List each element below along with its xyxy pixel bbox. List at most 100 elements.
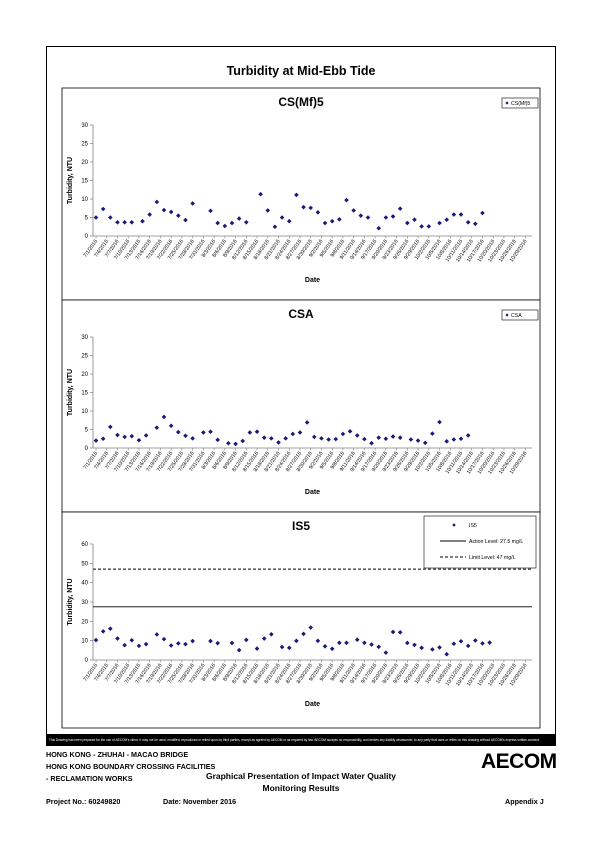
y-tick-label: 5 xyxy=(85,428,89,434)
data-point xyxy=(258,191,263,197)
data-point xyxy=(412,217,417,223)
legend-box xyxy=(501,309,539,321)
data-point xyxy=(405,640,410,646)
data-point xyxy=(444,217,449,223)
data-point xyxy=(290,431,296,437)
data-point xyxy=(243,220,249,225)
data-point xyxy=(294,192,299,198)
data-point xyxy=(93,438,99,443)
data-point xyxy=(115,636,120,641)
drawing-date: Date: November 2016 xyxy=(163,797,237,806)
data-point xyxy=(272,224,278,230)
y-axis-label: Turbidity, NTU xyxy=(67,578,74,625)
y-axis-label: Turbidity, NTU xyxy=(67,157,74,204)
data-point xyxy=(383,436,389,442)
y-tick-label: 60 xyxy=(81,542,88,548)
y-tick-label: 20 xyxy=(81,372,88,378)
data-point xyxy=(183,433,188,439)
panel-border xyxy=(61,87,541,301)
data-point xyxy=(129,637,135,643)
data-point xyxy=(276,440,281,445)
data-point xyxy=(108,215,113,220)
data-point xyxy=(254,646,260,651)
project-number: Project No.: 60249820 xyxy=(46,797,121,806)
data-point xyxy=(397,435,403,440)
y-tick-label: 20 xyxy=(81,160,88,166)
data-point xyxy=(480,641,485,646)
aecom-logo: AECOM xyxy=(481,750,557,773)
data-point xyxy=(390,434,396,439)
y-tick-label: 10 xyxy=(81,197,88,203)
legend-label: CSA xyxy=(511,313,522,319)
data-point xyxy=(269,436,274,441)
appendix-label: Appendix J xyxy=(505,797,544,806)
data-point xyxy=(383,650,389,655)
data-point xyxy=(190,436,195,441)
data-point xyxy=(347,429,353,434)
y-tick-label: 0 xyxy=(85,658,89,664)
data-point xyxy=(326,437,331,442)
data-point xyxy=(315,210,321,215)
y-tick-label: 10 xyxy=(81,639,88,645)
data-point xyxy=(236,216,242,221)
data-point xyxy=(362,436,367,442)
data-point xyxy=(243,637,249,643)
chart-title: Turbidity at Mid-Ebb Tide xyxy=(226,64,376,78)
data-point xyxy=(304,420,310,425)
y-tick-label: 30 xyxy=(81,335,88,341)
data-point xyxy=(480,210,485,216)
data-point xyxy=(183,641,188,647)
data-point xyxy=(136,643,142,649)
data-point xyxy=(308,205,314,211)
data-point xyxy=(451,437,457,442)
data-point xyxy=(397,630,403,635)
data-point xyxy=(376,644,382,650)
data-point xyxy=(340,431,346,437)
x-axis-label: Date xyxy=(305,277,320,284)
project-name-line1: HONG KONG - ZHUHAI - MACAO BRIDGE xyxy=(46,750,189,759)
data-point xyxy=(430,431,435,436)
data-point xyxy=(115,220,120,225)
data-point xyxy=(143,433,149,438)
data-point xyxy=(376,435,382,440)
data-point xyxy=(143,641,149,647)
data-point xyxy=(354,637,360,642)
data-point xyxy=(458,638,464,644)
data-point xyxy=(286,645,292,651)
data-point xyxy=(322,220,328,226)
data-point xyxy=(426,224,432,229)
data-point xyxy=(122,642,127,648)
legend-marker xyxy=(505,313,509,317)
data-point xyxy=(337,217,342,222)
data-point xyxy=(236,647,242,653)
data-point xyxy=(190,201,195,206)
y-tick-label: 10 xyxy=(81,409,88,415)
data-point xyxy=(240,438,246,444)
data-point xyxy=(297,430,303,435)
y-tick-label: 20 xyxy=(81,619,88,625)
y-tick-label: 15 xyxy=(81,179,88,185)
data-point xyxy=(358,213,364,218)
panel-border xyxy=(61,299,541,513)
data-point xyxy=(465,433,471,438)
y-tick-label: 0 xyxy=(85,446,89,452)
data-point xyxy=(93,215,99,220)
data-point xyxy=(301,204,306,210)
data-point xyxy=(208,429,213,435)
data-point xyxy=(412,642,417,648)
data-point xyxy=(161,207,167,213)
y-tick-label: 25 xyxy=(81,354,88,360)
data-point xyxy=(279,644,285,650)
legend-label: IS5 xyxy=(469,523,477,529)
data-point xyxy=(408,437,414,442)
panel-title: CS(Mf)5 xyxy=(278,95,324,109)
data-point xyxy=(100,629,106,634)
legend-label: Limit Level: 47 mg/L xyxy=(469,555,516,561)
data-point xyxy=(354,433,360,438)
data-point xyxy=(129,220,135,225)
data-point xyxy=(437,419,442,425)
figure-caption: Graphical Presentation of Impact Water Q… xyxy=(0,770,602,794)
data-point xyxy=(136,437,142,443)
data-point xyxy=(365,215,371,220)
